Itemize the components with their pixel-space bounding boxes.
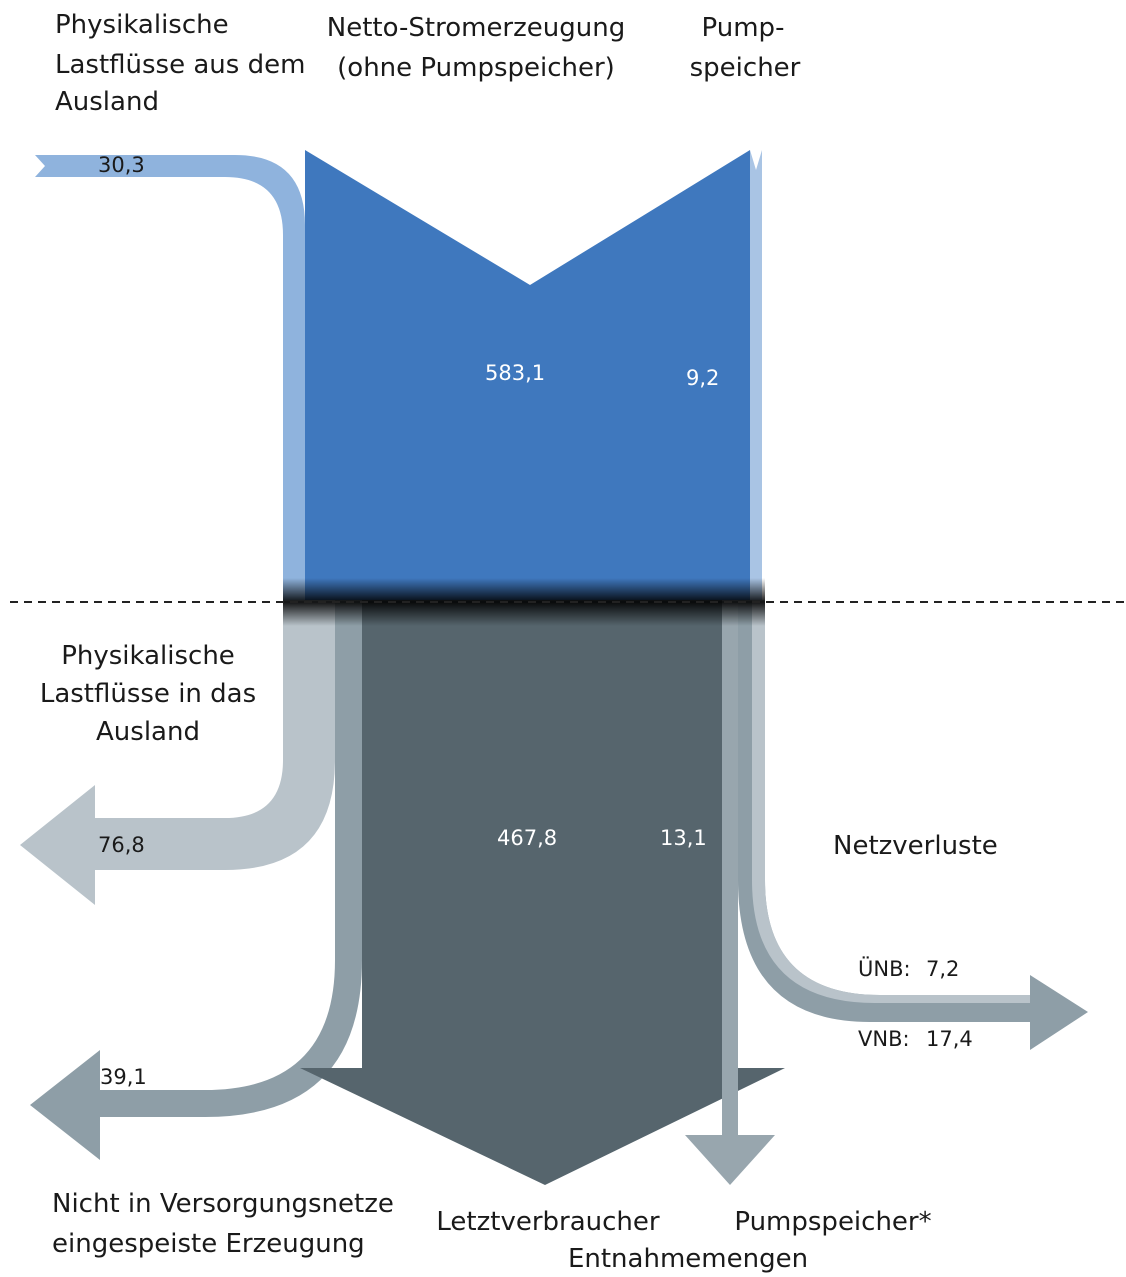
pump-in-value: 9,2 bbox=[686, 366, 719, 390]
export-flow bbox=[20, 600, 335, 905]
pump-out-value: 13,1 bbox=[660, 826, 707, 850]
losses-dso-value: 17,4 bbox=[926, 1027, 973, 1051]
import-label: Physikalische bbox=[55, 10, 229, 40]
boundary-shadow bbox=[283, 578, 765, 626]
withdrawals-label: Entnahmemengen bbox=[568, 1244, 808, 1274]
losses-label: Netzverluste bbox=[833, 831, 998, 861]
import-flow bbox=[35, 155, 305, 600]
consumers-value: 467,8 bbox=[497, 826, 557, 850]
consumers-label: Letztverbraucher bbox=[436, 1207, 660, 1237]
pump-out-label: Pumpspeicher* bbox=[734, 1207, 931, 1237]
pump-out-flow bbox=[685, 600, 775, 1185]
import-value: 30,3 bbox=[98, 153, 145, 177]
consumers-flow bbox=[300, 600, 785, 1185]
export-label: Lastflüsse in das bbox=[40, 679, 256, 709]
export-label: Physikalische bbox=[61, 641, 235, 671]
import-label: Ausland bbox=[55, 87, 159, 117]
import-label: Lastflüsse aus dem bbox=[55, 50, 305, 80]
losses-tso-flow bbox=[752, 600, 1030, 1003]
pump-in-label: speicher bbox=[690, 53, 801, 83]
export-value: 76,8 bbox=[98, 833, 145, 857]
own-generation-label: eingespeiste Erzeugung bbox=[52, 1229, 365, 1259]
losses-tso-value: 7,2 bbox=[926, 957, 959, 981]
losses-flow bbox=[738, 600, 1088, 1050]
generation-label: (ohne Pumpspeicher) bbox=[337, 53, 615, 83]
pump-in-label: Pump- bbox=[702, 13, 785, 43]
pump-in-flow bbox=[750, 150, 762, 600]
own-generation-flow bbox=[30, 600, 362, 1160]
generation-value: 583,1 bbox=[485, 361, 545, 385]
own-generation-value: 39,1 bbox=[100, 1065, 147, 1089]
losses-tso-label: ÜNB: bbox=[858, 956, 911, 981]
generation-label: Netto-Stromerzeugung bbox=[327, 13, 625, 43]
export-label: Ausland bbox=[96, 717, 200, 747]
generation-flow bbox=[305, 150, 750, 600]
losses-dso-label: VNB: bbox=[858, 1027, 910, 1051]
own-generation-label: Nicht in Versorgungsnetze bbox=[52, 1189, 394, 1219]
